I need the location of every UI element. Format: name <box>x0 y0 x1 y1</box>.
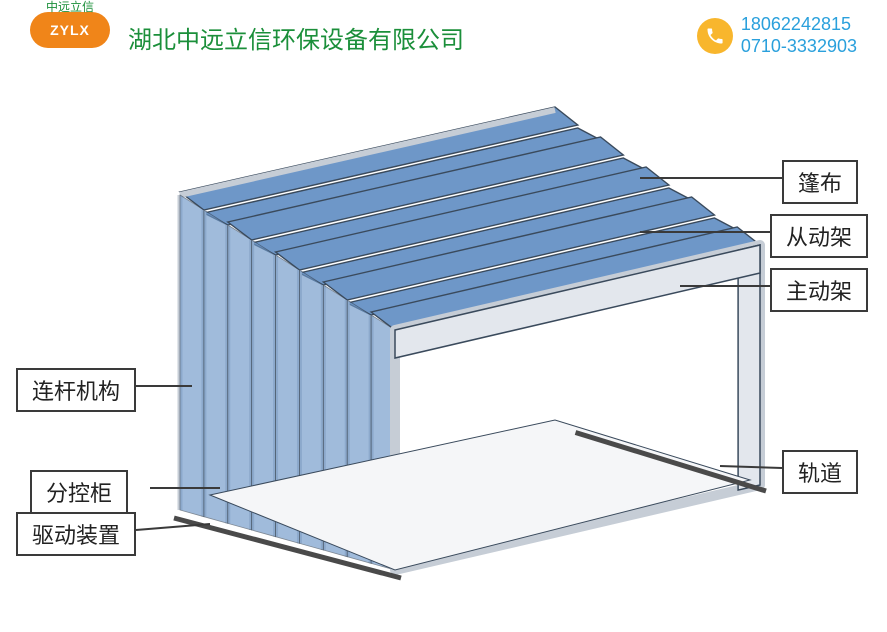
callout-label: 篷布 <box>782 160 858 204</box>
callout-label: 主动架 <box>770 268 868 312</box>
callout-label: 从动架 <box>770 214 868 258</box>
logo-badge: ZYLX <box>30 12 110 48</box>
callout-label: 分控柜 <box>30 470 128 514</box>
contact-box: 18062242815 0710-3332903 <box>697 14 857 57</box>
callout-label: 驱动装置 <box>16 512 136 556</box>
callout-label: 轨道 <box>782 450 858 494</box>
phone-2: 0710-3332903 <box>741 36 857 58</box>
logo: 中远立信 ZYLX <box>30 12 110 48</box>
logo-cn-text: 中远立信 <box>30 0 110 15</box>
header: 中远立信 ZYLX 湖北中远立信环保设备有限公司 18062242815 071… <box>0 8 887 68</box>
company-name: 湖北中远立信环保设备有限公司 <box>128 20 464 55</box>
phone-numbers: 18062242815 0710-3332903 <box>741 14 857 57</box>
phone-1: 18062242815 <box>741 14 857 36</box>
callout-label: 连杆机构 <box>16 368 136 412</box>
phone-icon <box>697 18 733 54</box>
product-diagram: 连杆机构分控柜驱动装置 篷布从动架主动架轨道 <box>0 70 887 627</box>
